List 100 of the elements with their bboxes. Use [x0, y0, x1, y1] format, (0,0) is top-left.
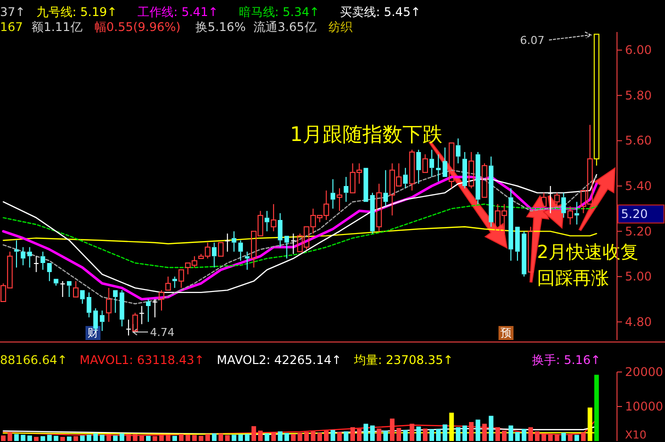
bar [594, 374, 599, 441]
bar [403, 430, 408, 441]
bar [86, 434, 92, 441]
bar [310, 431, 316, 441]
bar [106, 434, 112, 441]
annotation: 预 [500, 326, 512, 340]
text: 37↑ [0, 5, 26, 19]
bar [47, 434, 52, 441]
bar [482, 424, 487, 441]
bar [146, 436, 151, 441]
line-series [2, 418, 598, 436]
text: 暗马线: 5.34↑ [238, 5, 320, 19]
annotation: 4.74 [150, 326, 174, 339]
bar [337, 432, 342, 441]
candlestick [27, 246, 32, 268]
y-tick-label: 4.80 [625, 314, 652, 329]
bar [508, 425, 514, 441]
bar [422, 428, 428, 441]
bar [14, 434, 19, 441]
bar [212, 433, 217, 441]
bar [126, 434, 131, 441]
candlestick [244, 251, 250, 270]
bar [152, 436, 158, 441]
bar [264, 433, 270, 441]
y-tick-label: 5.60 [625, 134, 652, 148]
bar [0, 435, 6, 441]
bar [495, 427, 500, 441]
candlestick [508, 188, 514, 262]
bar [238, 434, 243, 441]
y-tick-label: 6.00 [625, 43, 652, 58]
y-tick-label: 20000 [625, 365, 664, 379]
candlestick [291, 233, 296, 254]
annotation: 167 [0, 20, 23, 34]
bar [74, 436, 78, 441]
candlestick [139, 306, 144, 325]
bar [40, 436, 46, 441]
annotation: 回踩再涨 [537, 268, 609, 289]
bar [370, 425, 375, 441]
candlestick [462, 152, 468, 189]
candlestick [225, 233, 230, 252]
bar [205, 434, 210, 441]
bar [364, 424, 368, 441]
candlestick [429, 149, 434, 178]
text: MAVOL1: 63118.43↑ [80, 353, 204, 367]
y-tick-label: 5.00 [625, 270, 652, 284]
bar [356, 428, 362, 441]
bar [8, 432, 12, 441]
bar [100, 434, 104, 441]
bar [330, 430, 336, 441]
candlestick [232, 230, 236, 252]
bar [258, 430, 263, 441]
bar [139, 435, 144, 441]
y-tick-label: 5.80 [625, 88, 652, 102]
bar [232, 434, 236, 441]
bar [27, 435, 32, 441]
bar [469, 422, 474, 441]
bar [304, 432, 309, 441]
bar [574, 434, 580, 441]
text: 工作线: 5.41↑ [138, 5, 218, 19]
bar [429, 429, 434, 441]
candlestick [146, 298, 151, 322]
bar [416, 426, 421, 441]
text: 88166.64↑ [0, 353, 68, 367]
candlestick [561, 192, 566, 218]
bar [561, 432, 566, 441]
bar [93, 433, 98, 441]
bar [396, 428, 402, 441]
bar [488, 416, 494, 441]
bar [317, 432, 322, 441]
annotation: 额1.11亿 [32, 20, 82, 34]
candlestick [212, 242, 217, 268]
text: 均量: 23708.35↑ [353, 353, 454, 367]
candlestick [383, 170, 388, 207]
bar [476, 420, 480, 441]
annotation: 幅0.55(9.96%) [94, 20, 181, 34]
candlestick [100, 310, 104, 332]
annotation: 财 [88, 326, 98, 340]
candlestick [14, 240, 19, 268]
bar [80, 435, 85, 441]
candlestick [106, 287, 112, 322]
y-tick-label: 5.20 [625, 224, 652, 238]
text: 九号线: 5.19↑ [36, 5, 118, 19]
annotation: 1月跟随指数下跌 [290, 122, 443, 146]
candlestick [456, 138, 460, 164]
text: 买卖线: 5.45↑ [340, 5, 421, 19]
y-axis-title: X10 [625, 428, 647, 442]
bar [502, 430, 507, 441]
bar [251, 426, 256, 441]
candlestick [476, 152, 480, 205]
bar [456, 427, 460, 441]
bar [376, 428, 382, 441]
bar [225, 435, 230, 441]
text: 换手: 5.16↑ [532, 353, 601, 367]
bar [34, 436, 39, 441]
bar [132, 434, 138, 441]
annotation: 流通3.65亿 [254, 20, 316, 34]
bar [186, 434, 190, 441]
bar [60, 436, 65, 441]
bar [172, 436, 177, 441]
candlestick [574, 201, 580, 225]
